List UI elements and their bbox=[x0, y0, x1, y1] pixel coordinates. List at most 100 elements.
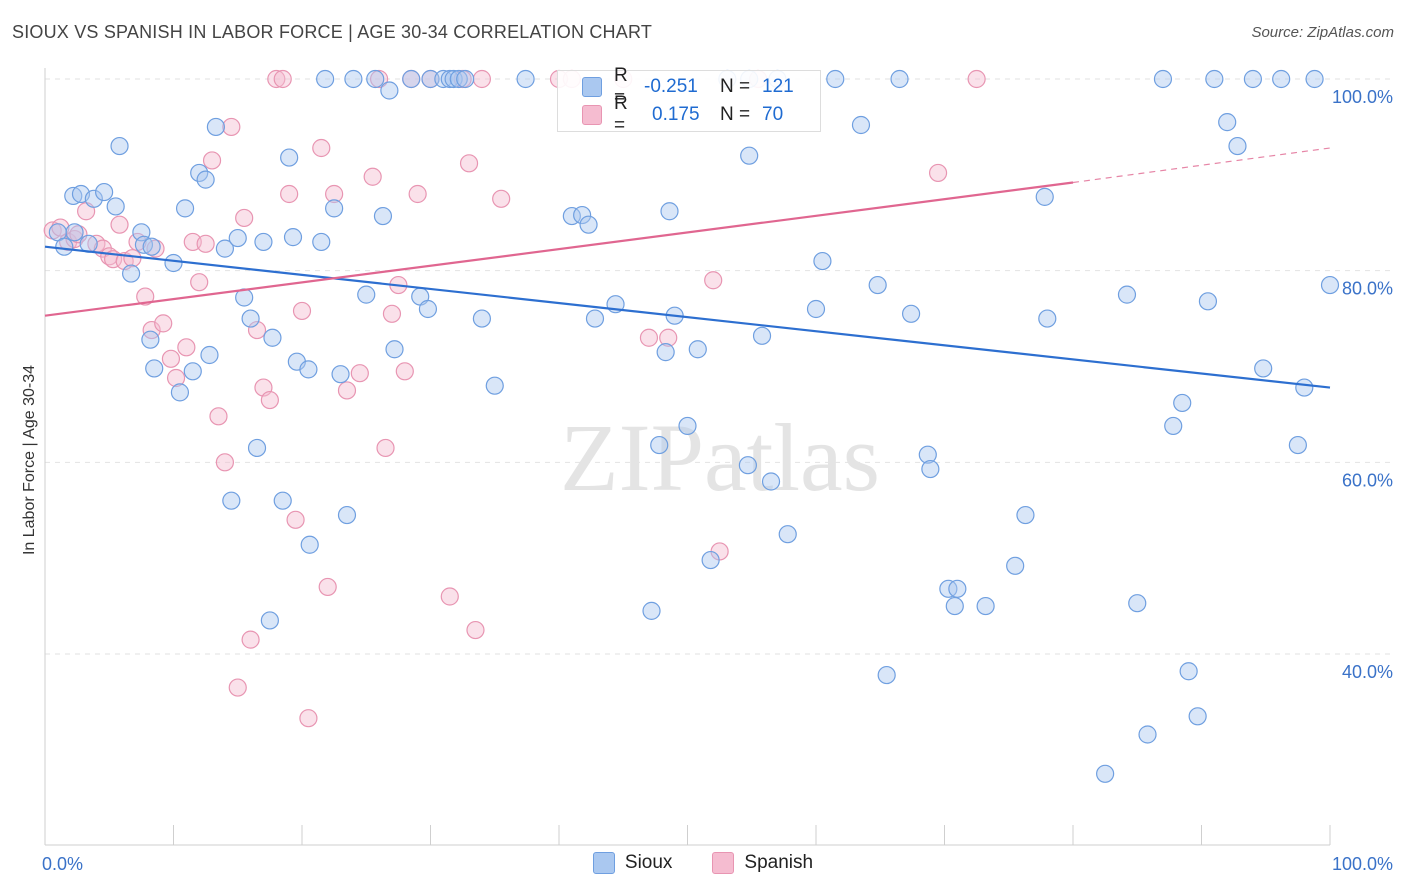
r-value: -0.251 bbox=[644, 76, 698, 97]
data-point-sioux bbox=[901, 304, 921, 323]
data-points bbox=[43, 69, 1340, 783]
data-point-spanish bbox=[142, 320, 161, 340]
data-point-sioux bbox=[701, 550, 720, 570]
data-point-sioux bbox=[337, 505, 357, 525]
data-point-spanish bbox=[215, 453, 234, 472]
data-point-sioux bbox=[945, 596, 964, 616]
y-tick-label: 40.0% bbox=[1342, 662, 1393, 682]
data-point-sioux bbox=[1096, 764, 1115, 783]
data-point-spanish bbox=[659, 328, 678, 347]
data-point-spanish bbox=[408, 184, 427, 204]
data-point-spanish bbox=[110, 215, 129, 234]
data-point-sioux bbox=[1128, 594, 1147, 613]
data-point-sioux bbox=[1038, 309, 1057, 328]
data-point-sioux bbox=[642, 601, 661, 620]
data-point-sioux bbox=[110, 136, 129, 156]
y-axis-label: In Labor Force | Age 30-34 bbox=[21, 364, 38, 556]
spanish-legend-label: Spanish bbox=[744, 852, 814, 873]
y-tick-label: 80.0% bbox=[1342, 279, 1393, 299]
data-point-spanish bbox=[247, 320, 267, 340]
sioux-swatch bbox=[582, 77, 602, 97]
spanish-trend-line bbox=[44, 181, 1074, 317]
data-point-sioux bbox=[449, 69, 468, 89]
data-point-spanish bbox=[190, 273, 209, 292]
data-point-sioux bbox=[380, 81, 399, 100]
data-point-sioux bbox=[273, 491, 292, 510]
data-point-sioux bbox=[740, 146, 759, 165]
data-point-sioux bbox=[778, 525, 797, 544]
data-point-spanish bbox=[267, 69, 286, 89]
data-point-spanish bbox=[51, 218, 70, 237]
data-point-sioux bbox=[1218, 113, 1237, 132]
data-point-sioux bbox=[806, 299, 826, 319]
data-point-spanish bbox=[177, 338, 196, 357]
data-point-sioux bbox=[247, 438, 267, 458]
data-point-sioux bbox=[55, 237, 74, 256]
data-point-sioux bbox=[84, 189, 103, 208]
data-point-sioux bbox=[366, 69, 385, 89]
data-point-sioux bbox=[1188, 707, 1207, 726]
data-point-sioux bbox=[738, 456, 757, 475]
data-point-sioux bbox=[1006, 556, 1025, 575]
data-point-sioux bbox=[121, 264, 141, 283]
data-point-sioux bbox=[868, 275, 887, 295]
data-point-sioux bbox=[222, 491, 241, 510]
data-point-sioux bbox=[260, 611, 279, 630]
data-point-sioux bbox=[851, 115, 871, 135]
data-point-spanish bbox=[196, 234, 215, 253]
n-label: N = bbox=[720, 76, 751, 97]
data-point-sioux bbox=[1138, 725, 1157, 744]
data-point-sioux bbox=[1288, 435, 1307, 455]
n-value: 70 bbox=[762, 104, 784, 125]
legend-item-spanish: Spanish bbox=[712, 852, 813, 874]
data-point-sioux bbox=[688, 340, 707, 359]
data-point-sioux bbox=[65, 223, 84, 242]
chart-title: SIOUX VS SPANISH IN LABOR FORCE | AGE 30… bbox=[12, 22, 653, 42]
x-tick-label-min: 0.0% bbox=[42, 854, 83, 874]
data-point-spanish bbox=[472, 69, 491, 89]
data-point-spanish bbox=[492, 189, 511, 208]
data-point-sioux bbox=[200, 345, 219, 365]
data-point-spanish bbox=[202, 151, 222, 170]
data-point-sioux bbox=[761, 472, 781, 491]
data-point-sioux bbox=[280, 148, 299, 167]
series-legend: Sioux Spanish bbox=[0, 852, 1406, 874]
data-point-spanish bbox=[241, 630, 260, 649]
data-point-sioux bbox=[316, 69, 335, 89]
data-point-spanish bbox=[376, 438, 395, 458]
data-point-sioux bbox=[1228, 136, 1247, 156]
data-point-sioux bbox=[573, 205, 592, 225]
data-point-sioux bbox=[1320, 275, 1340, 295]
data-point-sioux bbox=[142, 237, 161, 256]
data-point-sioux bbox=[1305, 69, 1324, 89]
r-label: R = bbox=[614, 65, 628, 108]
data-point-sioux bbox=[228, 228, 247, 248]
data-point-sioux bbox=[1295, 378, 1314, 397]
sioux-legend-label: Sioux bbox=[624, 852, 673, 873]
data-point-sioux bbox=[1198, 292, 1218, 311]
data-point-sioux bbox=[678, 416, 697, 436]
data-point-spanish bbox=[466, 620, 485, 640]
data-point-sioux bbox=[373, 206, 393, 226]
tick-labels: 40.0% 60.0% 80.0% 100.0% 0.0% 100.0% bbox=[42, 87, 1393, 874]
data-point-sioux bbox=[263, 328, 282, 347]
spanish-trend-extension bbox=[1072, 147, 1331, 184]
data-point-sioux bbox=[141, 330, 160, 349]
x-tick-label-max: 100.0% bbox=[1332, 854, 1393, 874]
grid-lines bbox=[45, 78, 1392, 655]
trend-lines bbox=[44, 147, 1331, 389]
data-point-sioux bbox=[145, 359, 164, 378]
data-point-sioux bbox=[325, 199, 344, 218]
data-point-sioux bbox=[1164, 416, 1183, 436]
data-point-sioux bbox=[164, 253, 183, 273]
data-point-spanish bbox=[136, 287, 155, 306]
data-point-spanish bbox=[123, 249, 142, 268]
data-point-spanish bbox=[286, 510, 305, 529]
data-point-sioux bbox=[890, 69, 909, 89]
data-point-sioux bbox=[1173, 393, 1192, 413]
data-point-sioux bbox=[472, 309, 491, 328]
data-point-sioux bbox=[1153, 69, 1173, 89]
data-point-sioux bbox=[976, 596, 995, 616]
data-point-spanish bbox=[312, 138, 331, 158]
sioux-trend-line bbox=[44, 245, 1331, 389]
